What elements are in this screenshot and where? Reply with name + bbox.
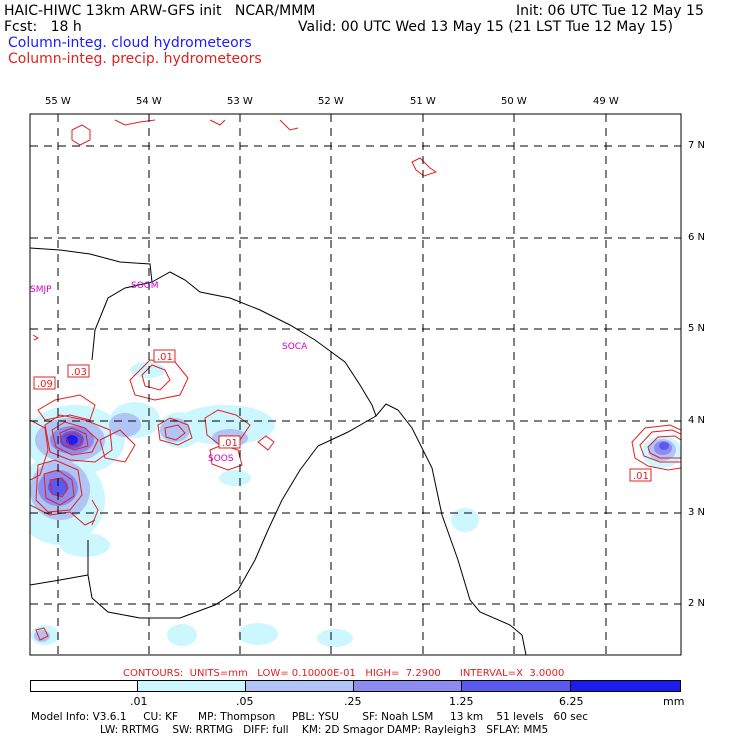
coastline (30, 247, 527, 655)
precip-contours (30, 119, 681, 641)
colorbar-bin (245, 680, 354, 692)
lat-label: 3 N (688, 507, 706, 518)
model-title: HAIC-HIWC 13km ARW-GFS init NCAR/MMM (4, 3, 316, 19)
field-cloud-title: Column-integ. cloud hydrometeors (8, 35, 252, 51)
colorbar-bin (461, 680, 571, 692)
latlon-grid (30, 114, 681, 655)
model-info-line2: LW: RRTMG SW: RRTMG DIFF: full KM: 2D Sm… (100, 724, 549, 736)
contour-label: .01 (157, 352, 173, 363)
lon-label: 55 W (45, 96, 71, 107)
station-label: SOGM (131, 281, 159, 291)
colorbar-level: 6.25 (559, 695, 584, 708)
field-precip-title: Column-integ. precip. hydrometeors (8, 51, 262, 67)
colorbar-bin (353, 680, 462, 692)
colorbar-bin (30, 680, 138, 692)
forecast-hour: Fcst: 18 h (4, 19, 82, 35)
contour-label: .01 (633, 471, 649, 482)
lon-label: 51 W (410, 96, 436, 107)
colorbar-level: 1.25 (449, 695, 474, 708)
lon-label: 54 W (136, 96, 162, 107)
lat-label: 7 N (688, 140, 706, 151)
colorbar-level: .01 (130, 695, 148, 708)
lon-label: 49 W (593, 96, 619, 107)
colorbar-level: .05 (236, 695, 254, 708)
lon-label: 53 W (227, 96, 253, 107)
lon-label: 52 W (318, 96, 344, 107)
lon-label: 50 W (501, 96, 527, 107)
contour-label: .09 (37, 379, 53, 390)
lat-label: 2 N (688, 598, 706, 609)
contour-label: .01 (222, 438, 238, 449)
colorbar-bin (570, 680, 681, 692)
station-label: SMJP (30, 285, 52, 295)
init-time: Init: 06 UTC Tue 12 May 15 (516, 3, 704, 19)
colorbar-level: .25 (344, 695, 362, 708)
map-frame (29, 113, 682, 656)
colorbar-unit: mm (663, 695, 685, 708)
contour-info: CONTOURS: UNITS=mm LOW= 0.10000E-01 HIGH… (123, 668, 565, 679)
model-info-line1: Model Info: V3.6.1 CU: KF MP: Thompson P… (31, 711, 588, 723)
contour-label: .03 (71, 367, 87, 378)
lat-label: 6 N (688, 232, 706, 243)
frame-ticks (57, 114, 681, 605)
lat-label: 4 N (688, 415, 706, 426)
contour-label-boxes (33, 349, 652, 482)
station-label: SOCA (282, 342, 308, 352)
colorbar-bin (137, 680, 246, 692)
station-label: SOOS (208, 454, 234, 464)
lat-label: 5 N (688, 323, 706, 334)
valid-time: Valid: 00 UTC Wed 13 May 15 (21 LST Tue … (298, 19, 673, 35)
